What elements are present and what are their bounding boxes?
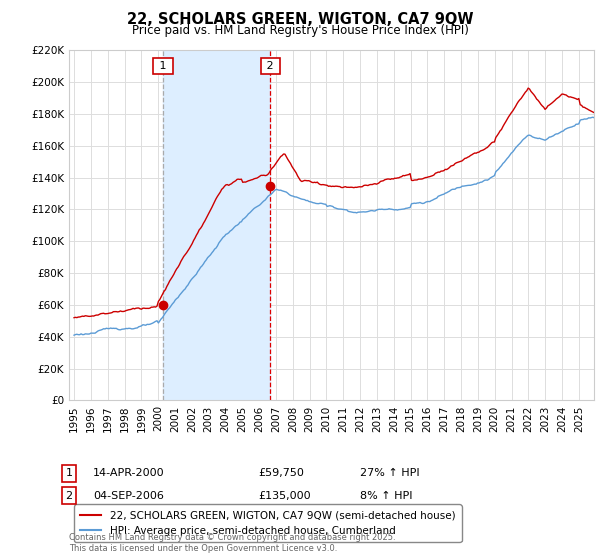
Text: Contains HM Land Registry data © Crown copyright and database right 2025.
This d: Contains HM Land Registry data © Crown c… — [69, 533, 395, 553]
Text: 1: 1 — [65, 468, 73, 478]
Legend: 22, SCHOLARS GREEN, WIGTON, CA7 9QW (semi-detached house), HPI: Average price, s: 22, SCHOLARS GREEN, WIGTON, CA7 9QW (sem… — [74, 505, 461, 542]
Text: 27% ↑ HPI: 27% ↑ HPI — [360, 468, 419, 478]
Text: 14-APR-2000: 14-APR-2000 — [93, 468, 164, 478]
Text: Price paid vs. HM Land Registry's House Price Index (HPI): Price paid vs. HM Land Registry's House … — [131, 24, 469, 36]
Text: 04-SEP-2006: 04-SEP-2006 — [93, 491, 164, 501]
Bar — [163, 50, 271, 400]
Text: £59,750: £59,750 — [258, 468, 304, 478]
Text: 2: 2 — [65, 491, 73, 501]
Text: £135,000: £135,000 — [258, 491, 311, 501]
Text: 8% ↑ HPI: 8% ↑ HPI — [360, 491, 413, 501]
Text: 2: 2 — [263, 61, 277, 71]
Text: 1: 1 — [156, 61, 170, 71]
Text: 22, SCHOLARS GREEN, WIGTON, CA7 9QW: 22, SCHOLARS GREEN, WIGTON, CA7 9QW — [127, 12, 473, 27]
